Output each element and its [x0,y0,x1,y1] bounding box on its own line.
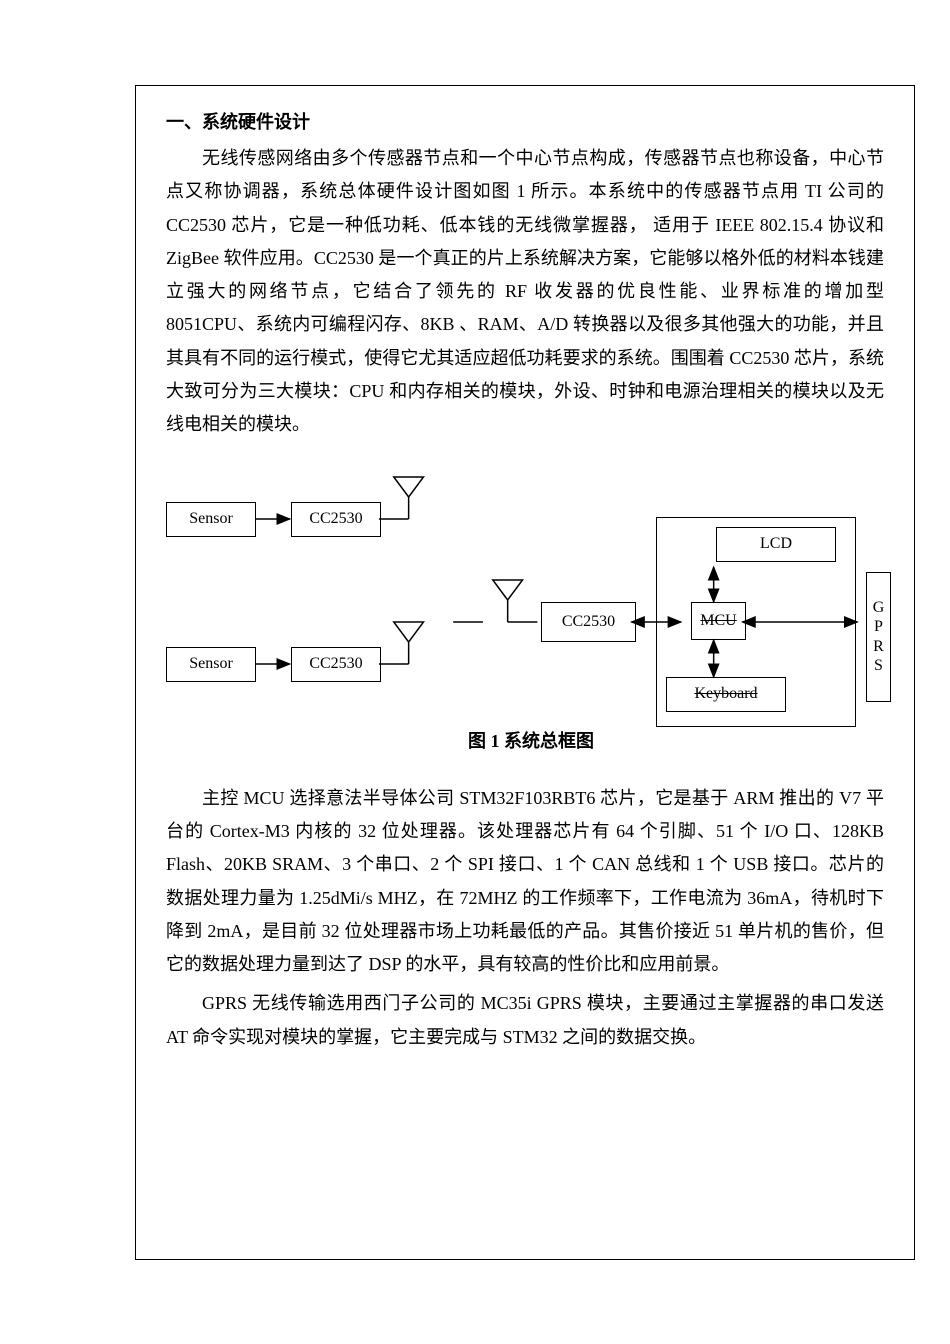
document-page: 一、系统硬件设计 无线传感网络由多个传感器节点和一个中心节点构成，传感器节点也称… [135,85,915,1260]
cc2530-center-box: CC2530 [541,602,636,642]
paragraph-1: 无线传感网络由多个传感器节点和一个中心节点构成，传感器节点也称设备，中心节点又称… [166,142,884,442]
cc2530-box-1: CC2530 [291,502,381,537]
paragraph-3: GPRS 无线传输选用西门子公司的 MC35i GPRS 模块，主要通过主掌握器… [166,987,884,1054]
gprs-letter-p: P [874,617,883,636]
mcu-label: MCU [700,612,736,630]
lcd-box: LCD [716,527,836,562]
cc2530-box-2: CC2530 [291,647,381,682]
cc2530-label-1: CC2530 [309,510,362,528]
gprs-box: G P R S [866,572,891,702]
diagram-caption: 图 1 系统总框图 [416,727,646,753]
gprs-letter-g: G [873,598,885,617]
section-heading: 一、系统硬件设计 [166,108,884,134]
gprs-letter-s: S [874,656,883,675]
sensor-box-1: Sensor [166,502,256,537]
content-wrapper: 一、系统硬件设计 无线传感网络由多个传感器节点和一个中心节点构成，传感器节点也称… [166,108,884,1237]
sensor-label-1: Sensor [189,510,233,528]
cc2530-label-2: CC2530 [309,655,362,673]
keyboard-label: Keyboard [694,685,757,703]
sensor-label-2: Sensor [189,655,233,673]
mcu-box: MCU [691,602,746,640]
paragraph-2: 主控 MCU 选择意法半导体公司 STM32F103RBT6 芯片，它是基于 A… [166,782,884,982]
gprs-letter-r: R [873,637,884,656]
lcd-label: LCD [760,535,792,553]
sensor-box-2: Sensor [166,647,256,682]
cc2530-center-label: CC2530 [562,613,615,631]
system-diagram: Sensor CC2530 Sensor CC2530 CC2530 [166,472,884,772]
keyboard-box: Keyboard [666,677,786,712]
